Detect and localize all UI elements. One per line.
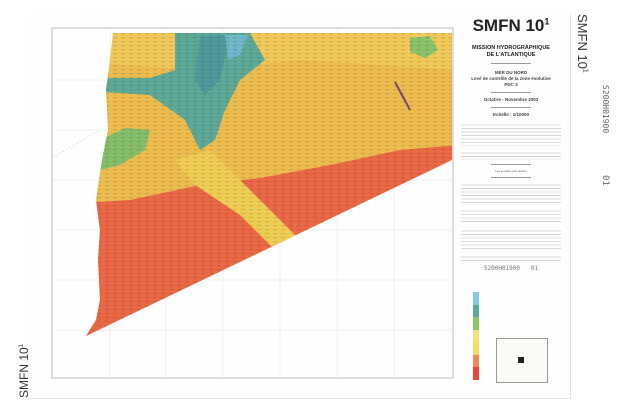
survey-description: MER DU NORD Levé de contrôle de la zone …	[471, 70, 551, 87]
survey-date: Octobre - Novembre 2003	[483, 97, 539, 102]
margin-sheet-title-bottom: SMFN 101	[17, 343, 31, 398]
handwritten-index-vertical: 01	[600, 175, 610, 186]
handwritten-reference: S200H01900 01	[483, 265, 539, 272]
scale: Echelle : 1/10000	[492, 112, 530, 117]
map-frame	[51, 27, 454, 379]
location-marker	[518, 357, 524, 363]
organisation: MISSION HYDROGRAPHIQUE DE L'ATLANTIQUE	[472, 45, 550, 58]
title-block: SMFN 101 MISSION HYDROGRAPHIQUE DE L'ATL…	[455, 14, 567, 272]
margin-sheet-title: SMFN 101	[575, 14, 590, 73]
location-inset-map	[496, 338, 548, 383]
depth-color-legend	[473, 292, 479, 381]
handwritten-ref-vertical: S200H01900	[601, 85, 610, 134]
sheet-title: SMFN 101	[472, 16, 550, 35]
soundings-note: Les sondes sont réelles	[495, 169, 527, 173]
